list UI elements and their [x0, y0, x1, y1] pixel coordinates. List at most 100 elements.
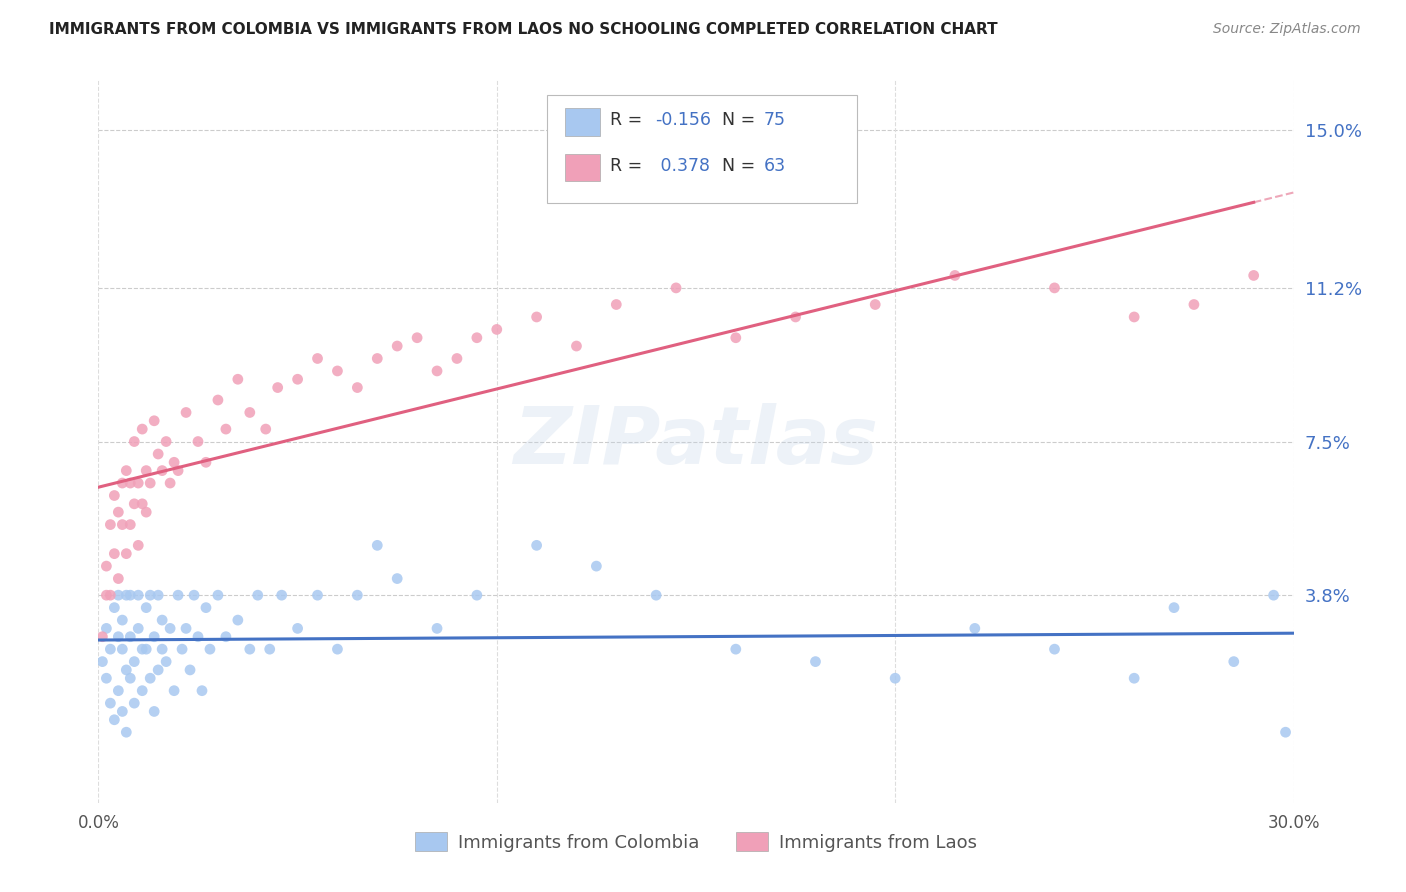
Point	[326, 364, 349, 378]
Point	[307, 351, 329, 366]
Point	[1043, 281, 1066, 295]
Text: R =: R =	[610, 111, 648, 129]
Text: 63: 63	[763, 156, 786, 175]
Point	[1243, 268, 1265, 283]
Point	[131, 497, 153, 511]
Point	[143, 630, 166, 644]
Legend: Immigrants from Colombia, Immigrants from Laos: Immigrants from Colombia, Immigrants fro…	[408, 825, 984, 859]
Point	[135, 600, 157, 615]
Point	[191, 683, 214, 698]
Point	[107, 588, 129, 602]
Point	[1274, 725, 1296, 739]
Point	[98, 642, 122, 657]
Text: IMMIGRANTS FROM COLOMBIA VS IMMIGRANTS FROM LAOS NO SCHOOLING COMPLETED CORRELAT: IMMIGRANTS FROM COLOMBIA VS IMMIGRANTS F…	[49, 22, 998, 37]
Point	[187, 630, 209, 644]
Point	[865, 297, 887, 311]
Point	[159, 476, 181, 491]
Point	[884, 671, 907, 685]
Point	[215, 630, 238, 644]
Point	[239, 642, 262, 657]
Point	[98, 517, 122, 532]
Point	[239, 405, 262, 419]
Point	[139, 671, 162, 685]
Point	[143, 705, 166, 719]
Point	[526, 538, 548, 552]
Point	[148, 588, 170, 602]
Point	[127, 621, 149, 635]
Point	[120, 588, 142, 602]
Point	[127, 538, 149, 552]
Point	[426, 621, 449, 635]
Point	[1182, 297, 1205, 311]
Point	[1123, 671, 1146, 685]
Point	[150, 464, 173, 478]
Point	[103, 713, 125, 727]
Point	[174, 405, 197, 419]
Point	[131, 683, 153, 698]
Point	[785, 310, 807, 324]
Point	[143, 414, 166, 428]
Point	[585, 559, 607, 574]
Point	[91, 630, 114, 644]
Point	[963, 621, 986, 635]
Point	[96, 559, 118, 574]
Point	[120, 476, 142, 491]
Point	[127, 476, 149, 491]
Text: N =: N =	[723, 156, 761, 175]
Point	[1223, 655, 1246, 669]
Point	[804, 655, 827, 669]
Point	[215, 422, 238, 436]
Point	[163, 683, 186, 698]
Point	[131, 422, 153, 436]
Point	[115, 464, 138, 478]
Point	[111, 517, 134, 532]
Point	[124, 497, 146, 511]
Point	[1043, 642, 1066, 657]
Point	[98, 588, 122, 602]
Point	[139, 476, 162, 491]
Point	[135, 505, 157, 519]
Point	[259, 642, 281, 657]
Point	[526, 310, 548, 324]
Point	[163, 455, 186, 469]
Point	[724, 331, 747, 345]
Point	[446, 351, 468, 366]
Point	[426, 364, 449, 378]
Point	[254, 422, 277, 436]
Point	[135, 464, 157, 478]
Point	[115, 725, 138, 739]
Point	[307, 588, 329, 602]
Point	[195, 600, 218, 615]
Point	[103, 547, 125, 561]
Point	[111, 705, 134, 719]
Point	[207, 392, 229, 407]
Point	[385, 572, 409, 586]
Point	[131, 642, 153, 657]
Point	[267, 380, 290, 394]
Point	[465, 331, 488, 345]
Point	[124, 434, 146, 449]
Point	[198, 642, 221, 657]
Point	[187, 434, 209, 449]
Point	[207, 588, 229, 602]
Point	[465, 588, 488, 602]
Point	[346, 380, 368, 394]
Point	[150, 613, 173, 627]
Point	[565, 339, 588, 353]
Point	[246, 588, 269, 602]
Point	[120, 517, 142, 532]
Point	[107, 572, 129, 586]
Point	[96, 621, 118, 635]
Point	[270, 588, 292, 602]
Point	[120, 630, 142, 644]
Point	[124, 655, 146, 669]
Point	[115, 663, 138, 677]
Point	[226, 613, 249, 627]
Point	[103, 600, 125, 615]
Point	[485, 322, 508, 336]
Point	[148, 447, 170, 461]
Point	[287, 372, 309, 386]
Text: ZIPatlas: ZIPatlas	[513, 402, 879, 481]
Point	[107, 505, 129, 519]
Point	[155, 655, 177, 669]
